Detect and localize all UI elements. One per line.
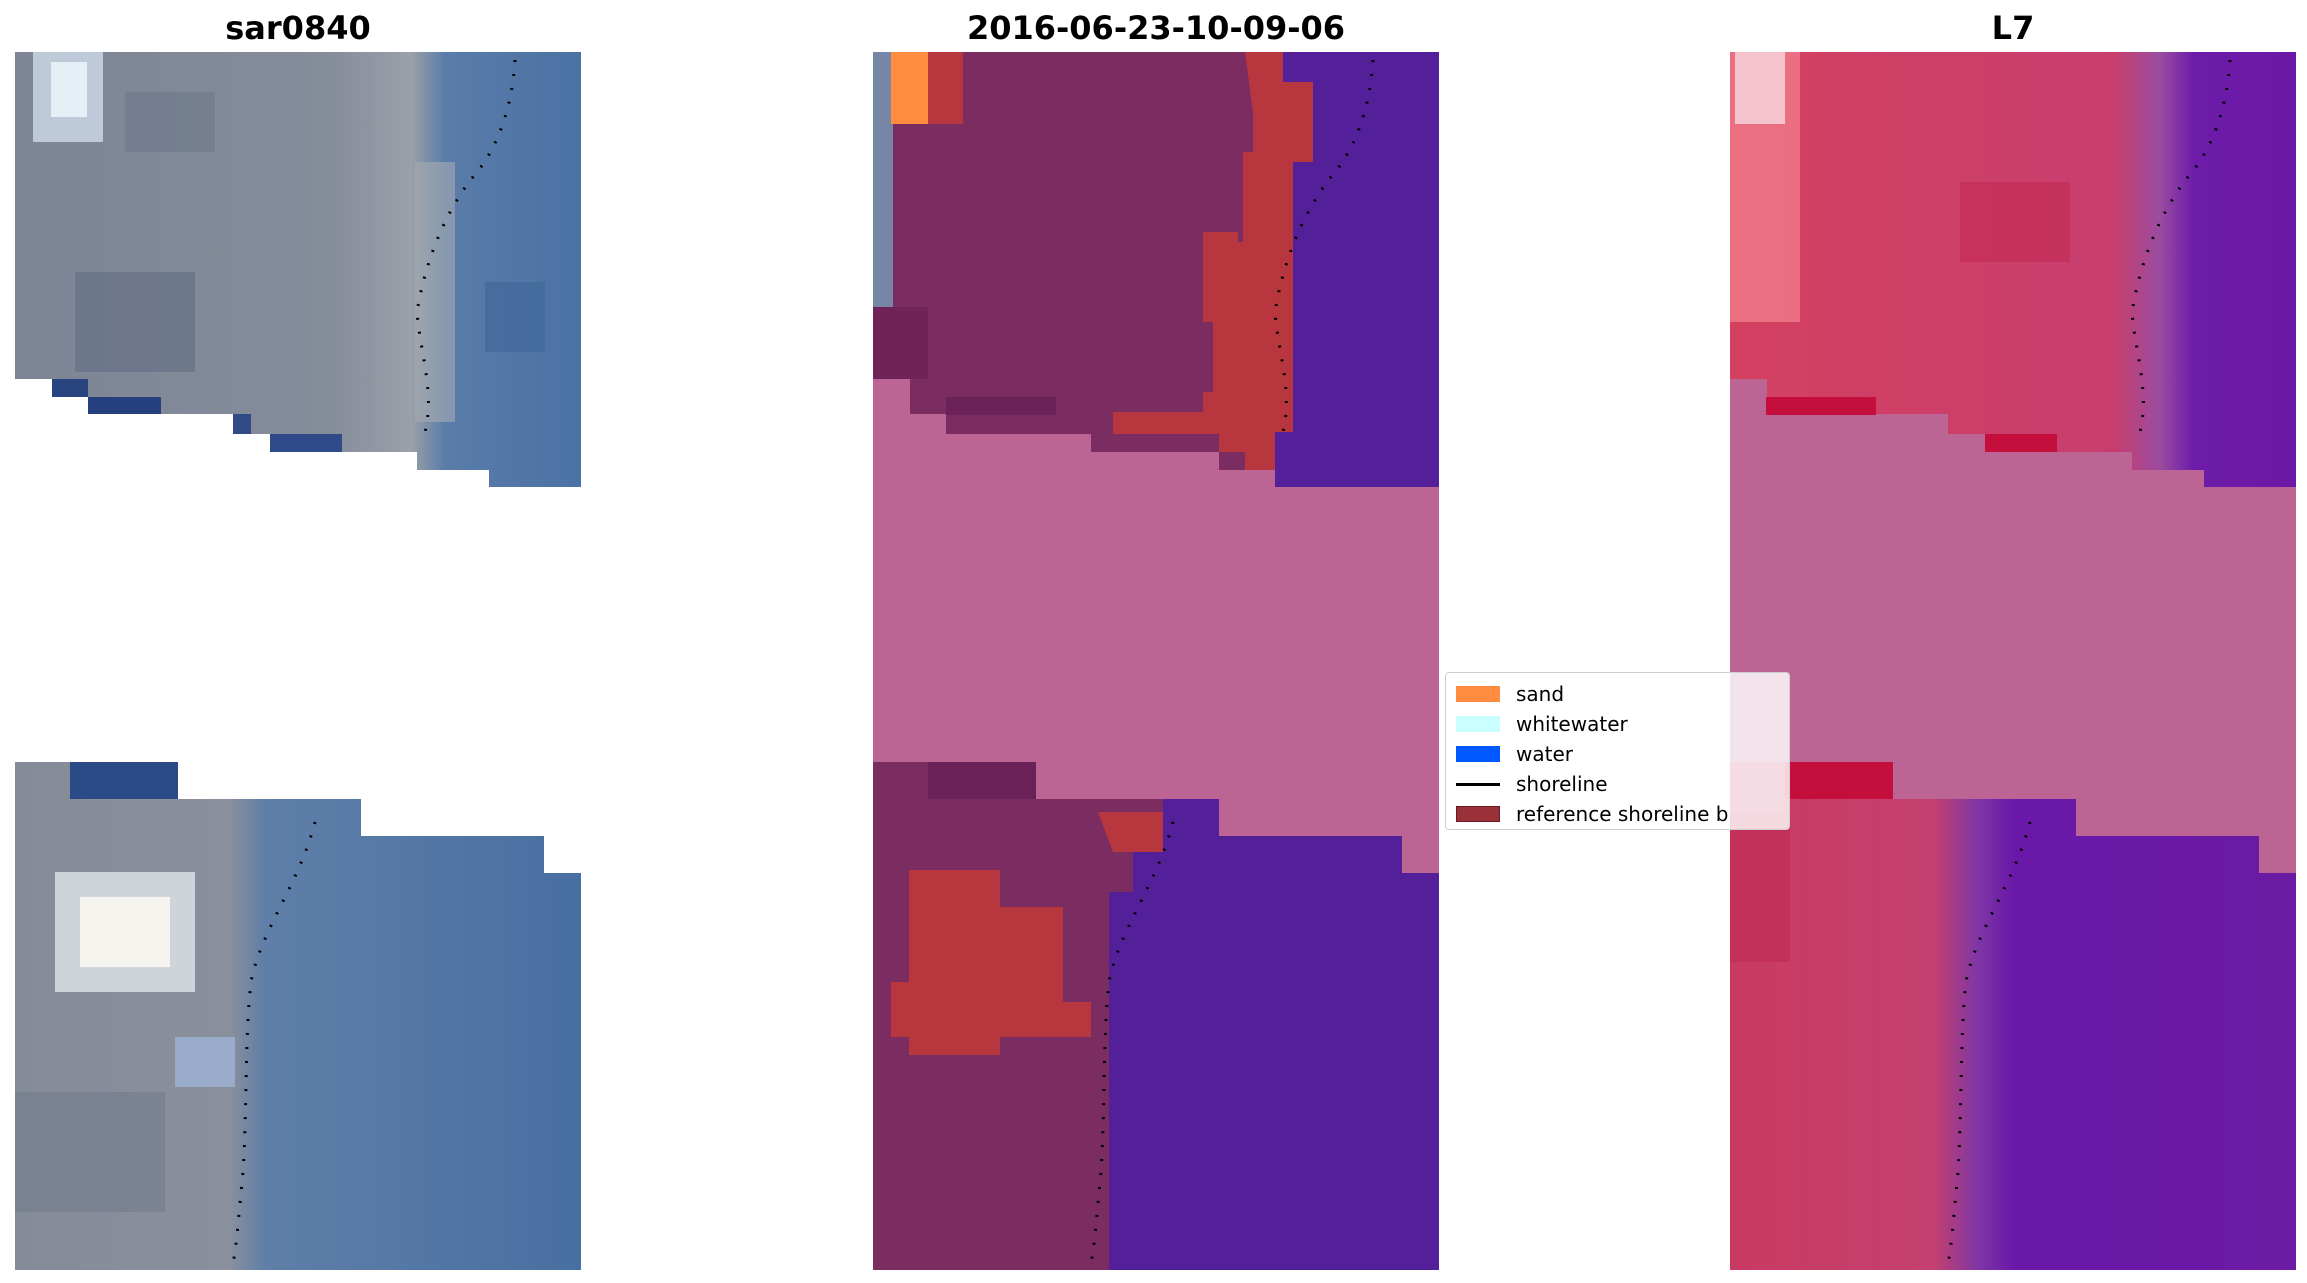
class-bottom-block bbox=[873, 762, 1439, 1270]
legend-label-sand: sand bbox=[1516, 682, 1565, 706]
legend-label-shoreline: shoreline bbox=[1516, 772, 1608, 796]
false-color-panel bbox=[1730, 52, 2296, 1270]
rgb-bottom-block bbox=[15, 762, 581, 1270]
legend-label-reference-shoreline: reference shoreline b bbox=[1516, 802, 1729, 826]
legend-item-shoreline: shoreline bbox=[1456, 769, 1779, 799]
panel-title-left: sar0840 bbox=[225, 9, 371, 47]
legend-label-whitewater: whitewater bbox=[1516, 712, 1628, 736]
legend-swatch-whitewater bbox=[1456, 716, 1500, 732]
rgb-image-panel bbox=[15, 52, 581, 1270]
class-top-block bbox=[873, 52, 1439, 487]
legend-swatch-sand bbox=[1456, 686, 1500, 702]
legend: sand whitewater water shoreline referenc… bbox=[1445, 672, 1790, 830]
legend-item-water: water bbox=[1456, 739, 1779, 769]
legend-swatch-water bbox=[1456, 746, 1500, 762]
legend-line-shoreline bbox=[1456, 782, 1500, 786]
legend-label-water: water bbox=[1516, 742, 1573, 766]
panel-title-middle: 2016-06-23-10-09-06 bbox=[966, 9, 1346, 47]
panel-title-right: L7 bbox=[1991, 9, 2035, 47]
false-bottom-block bbox=[1730, 762, 2296, 1270]
legend-item-whitewater: whitewater bbox=[1456, 709, 1779, 739]
legend-swatch-reference-shoreline bbox=[1456, 806, 1500, 822]
rgb-top-block bbox=[15, 52, 581, 487]
legend-item-sand: sand bbox=[1456, 679, 1779, 709]
legend-item-reference-shoreline: reference shoreline b bbox=[1456, 799, 1779, 829]
classification-panel bbox=[873, 52, 1439, 1270]
false-top-block bbox=[1730, 52, 2296, 487]
